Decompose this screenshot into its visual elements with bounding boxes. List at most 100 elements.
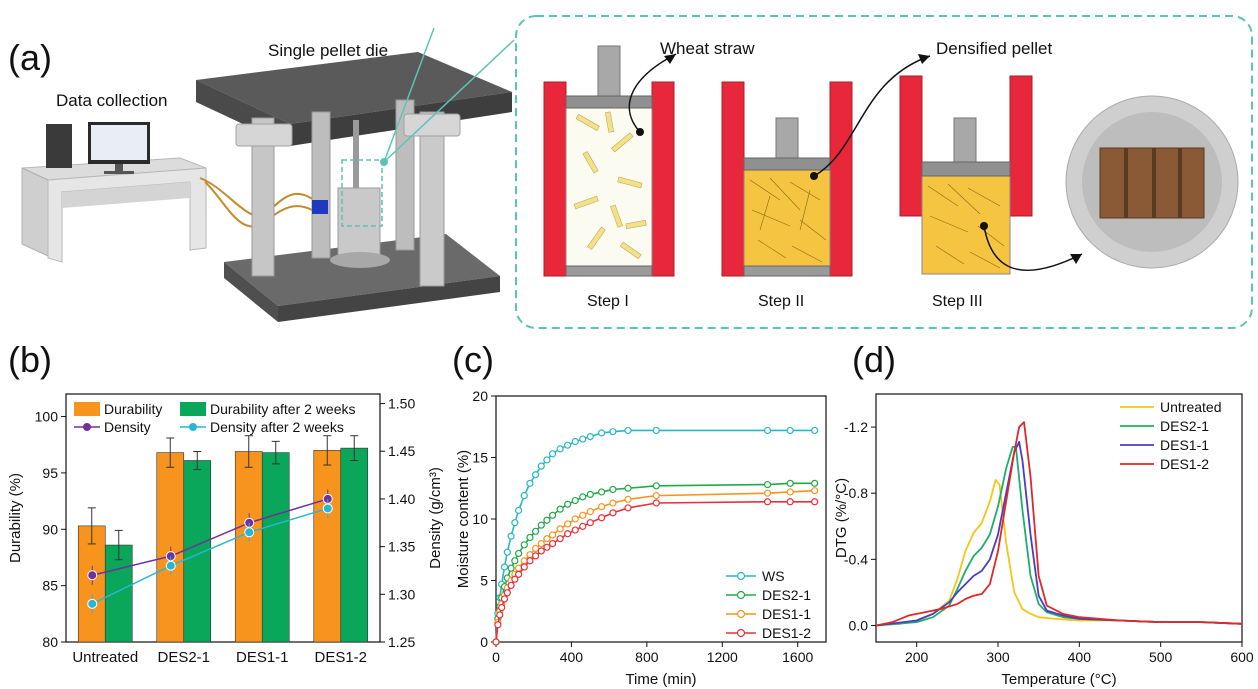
series-line	[875, 446, 1243, 627]
series-point	[579, 511, 587, 519]
x-tick-label: Untreated	[72, 649, 138, 666]
series-point	[597, 488, 606, 496]
y-axis-label: Moisture content (%)	[455, 450, 472, 588]
legend-swatch	[74, 402, 100, 416]
y2-tick-label: 1.45	[388, 443, 415, 459]
series-point	[526, 557, 534, 565]
series-point	[586, 519, 594, 527]
series-point	[511, 575, 519, 583]
y2-axis-label: Density (g/cm³)	[427, 467, 444, 569]
series-point	[507, 564, 515, 572]
series-point	[507, 532, 515, 540]
series-point	[624, 426, 632, 435]
zoom-line-2	[383, 39, 515, 163]
series-point	[586, 432, 594, 441]
series-point	[543, 535, 551, 543]
legend-marker	[736, 609, 746, 619]
legend-label: DES2-1	[1160, 418, 1209, 434]
series-point	[515, 549, 523, 558]
density-point	[87, 570, 98, 581]
series-point	[520, 563, 528, 571]
legend-label: DES1-1	[1160, 437, 1209, 453]
series-point	[537, 521, 545, 529]
series-point	[515, 570, 523, 578]
series-point	[763, 426, 772, 435]
y-tick-label: 20	[472, 388, 488, 404]
series-point	[586, 490, 594, 498]
series-point	[811, 487, 819, 495]
x-tick-label: 600	[1230, 649, 1254, 665]
pellet-photo	[1065, 95, 1239, 269]
x-tick-label: 1600	[782, 649, 813, 665]
zoom-line-1	[383, 27, 435, 163]
legend-label: DES2-1	[762, 587, 811, 603]
series-point	[503, 548, 511, 556]
series-point	[786, 498, 794, 506]
series-point	[597, 503, 606, 511]
series-point	[571, 437, 579, 446]
series-point	[531, 471, 540, 479]
legend-marker	[736, 628, 746, 638]
series-point	[609, 428, 617, 436]
series-point	[498, 603, 506, 612]
y-tick-label: -0.4	[844, 551, 868, 567]
panel-d-label: (d)	[852, 339, 896, 380]
y2-tick-label: 1.50	[388, 396, 415, 412]
process-box	[515, 15, 1253, 329]
chart-d: 0.0 -0.4 -0.8 -1.2 200 300 400 500 600 Temperatur…	[833, 393, 1254, 688]
series-point	[556, 535, 564, 543]
y-tick-label: 15	[472, 450, 488, 466]
wheat-straw-arrow	[628, 53, 677, 133]
series-point	[652, 482, 660, 490]
legend-label: Density	[104, 419, 151, 435]
series-point	[492, 638, 500, 646]
single-pellet-die-label: Single pellet die	[268, 41, 388, 60]
series-point	[531, 527, 540, 535]
panel-a-label: (a)	[8, 37, 52, 78]
pellet-output-arrow	[983, 225, 1083, 272]
bar	[183, 460, 212, 643]
series-point	[507, 581, 515, 590]
series-point	[548, 531, 557, 539]
density-line	[91, 507, 328, 605]
y-tick-label: 100	[35, 409, 59, 425]
data-collection-label: Data collection	[56, 91, 168, 110]
series-point	[786, 488, 794, 496]
y-tick-label: -0.8	[844, 485, 868, 501]
series-point	[543, 456, 551, 464]
y-tick-label: 0.0	[849, 617, 869, 633]
y-axis-label: Durability (%)	[7, 473, 24, 563]
density-point	[322, 503, 333, 514]
legend-swatch	[180, 402, 206, 416]
bar	[104, 544, 133, 643]
bar	[340, 447, 369, 643]
legend-marker	[83, 423, 91, 431]
bar	[313, 450, 342, 643]
x-tick-label: 300	[986, 649, 1010, 665]
series-point	[537, 462, 545, 470]
legend-label: Density after 2 weeks	[210, 419, 344, 435]
series-point	[786, 479, 794, 487]
pellet-die-press-icon	[196, 52, 512, 322]
series-point	[531, 552, 540, 560]
panel-b-label: (b)	[8, 339, 52, 380]
legend-label: Durability	[104, 401, 162, 417]
x-tick-label: 0	[492, 649, 500, 665]
step-2-label: Step II	[758, 293, 804, 310]
series-point	[579, 493, 587, 501]
series-point	[624, 495, 632, 503]
series-line	[875, 421, 1243, 627]
computer-icon	[46, 122, 150, 174]
bar	[261, 452, 290, 643]
series-point	[564, 520, 572, 528]
wheat-straw-label: Wheat straw	[660, 39, 755, 58]
series-point	[571, 515, 579, 523]
legend-label: DES1-2	[1160, 456, 1209, 472]
legend-label: Untreated	[1160, 399, 1221, 415]
series-point	[652, 492, 660, 500]
y-tick-label: 80	[42, 634, 58, 650]
series-point	[526, 533, 534, 542]
x-tick-label: 200	[905, 649, 929, 665]
legend-label: WS	[762, 568, 785, 584]
series-point	[556, 505, 564, 513]
